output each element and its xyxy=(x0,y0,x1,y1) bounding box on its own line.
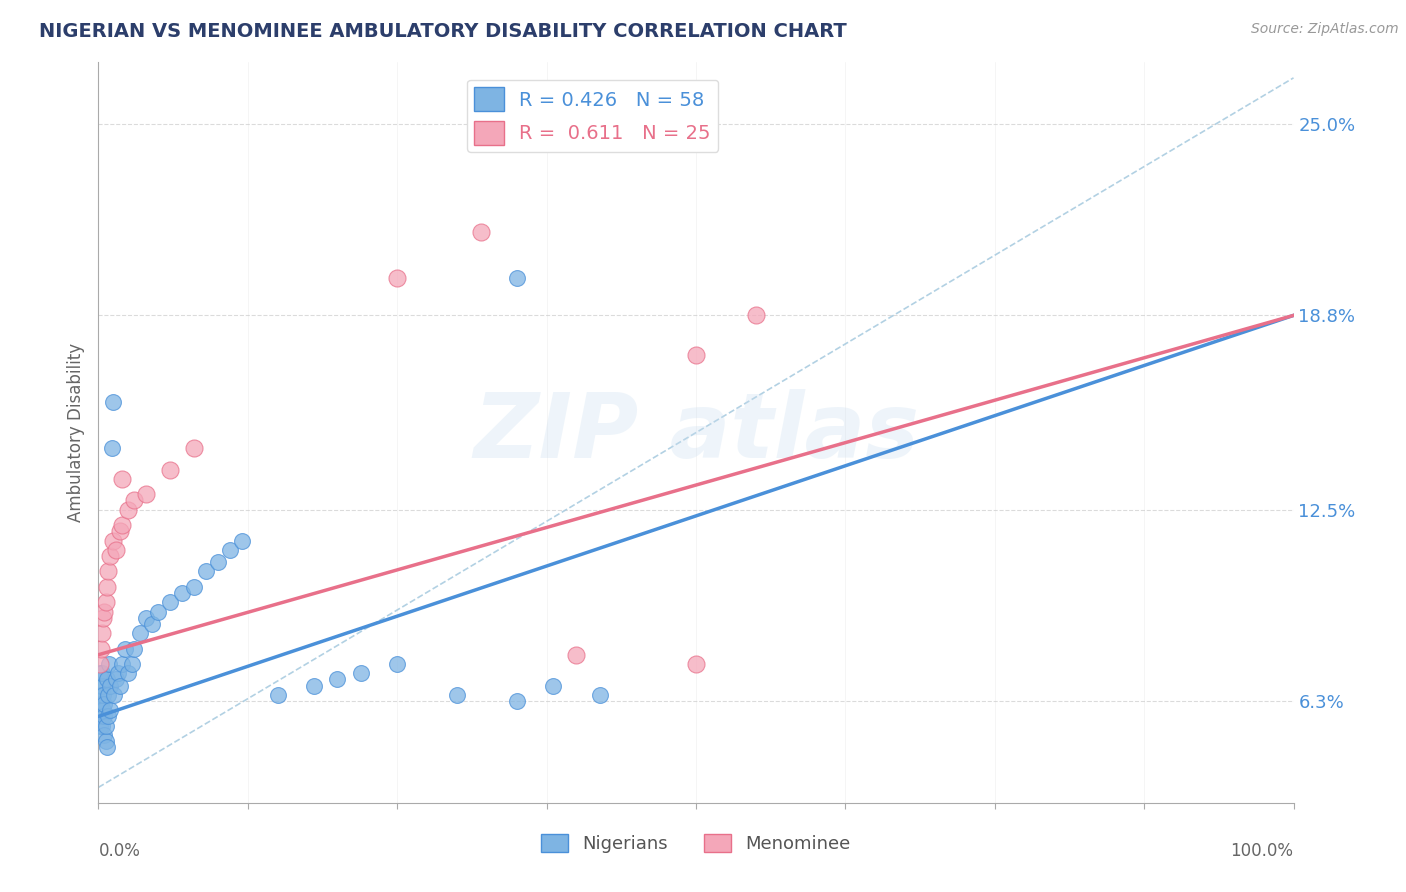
Point xyxy=(589,688,612,702)
Point xyxy=(91,626,114,640)
Point xyxy=(111,657,134,671)
Point xyxy=(91,666,114,681)
Text: Source: ZipAtlas.com: Source: ZipAtlas.com xyxy=(1251,22,1399,37)
Point xyxy=(124,493,146,508)
Point xyxy=(267,688,290,702)
Point xyxy=(111,472,134,486)
Point xyxy=(195,565,218,579)
Point xyxy=(105,673,128,687)
Text: 100.0%: 100.0% xyxy=(1230,842,1294,860)
Point xyxy=(506,271,529,285)
Point xyxy=(326,673,349,687)
Point xyxy=(470,225,492,239)
Point xyxy=(93,697,115,711)
Point xyxy=(148,605,170,619)
Point xyxy=(105,542,128,557)
Point xyxy=(90,697,112,711)
Point xyxy=(89,694,111,708)
Point xyxy=(183,441,205,455)
Point xyxy=(114,641,136,656)
Point xyxy=(96,740,118,755)
Point xyxy=(98,679,122,693)
Point xyxy=(565,648,588,662)
Point xyxy=(129,626,152,640)
Point xyxy=(93,709,115,723)
Point xyxy=(159,462,181,476)
Point xyxy=(91,703,114,717)
Point xyxy=(302,679,325,693)
Point xyxy=(97,565,120,579)
Point xyxy=(91,719,114,733)
Point xyxy=(117,502,139,516)
Point xyxy=(97,709,120,723)
Point xyxy=(141,616,163,631)
Point xyxy=(121,657,143,671)
Point xyxy=(135,611,157,625)
Point xyxy=(90,688,112,702)
Point xyxy=(107,666,129,681)
Point xyxy=(98,657,121,671)
Point xyxy=(89,657,111,671)
Text: ZIP atlas: ZIP atlas xyxy=(472,389,920,476)
Point xyxy=(231,533,253,548)
Point xyxy=(219,542,242,557)
Point xyxy=(108,679,131,693)
Point xyxy=(385,271,409,285)
Point xyxy=(103,688,125,702)
Point xyxy=(93,728,115,742)
Point xyxy=(207,555,229,569)
Point xyxy=(97,688,120,702)
Point xyxy=(91,679,114,693)
Point xyxy=(100,441,122,455)
Point xyxy=(685,349,707,363)
Point xyxy=(89,719,111,733)
Point xyxy=(96,673,118,687)
Point xyxy=(93,605,115,619)
Point xyxy=(350,666,373,681)
Text: 0.0%: 0.0% xyxy=(98,842,141,860)
Point xyxy=(98,549,122,563)
Point xyxy=(94,595,117,609)
Point xyxy=(385,657,409,671)
Point xyxy=(98,703,122,717)
Point xyxy=(506,694,529,708)
Point xyxy=(94,734,117,748)
Point xyxy=(117,666,139,681)
Point xyxy=(90,709,112,723)
Text: NIGERIAN VS MENOMINEE AMBULATORY DISABILITY CORRELATION CHART: NIGERIAN VS MENOMINEE AMBULATORY DISABIL… xyxy=(39,22,846,41)
Point xyxy=(111,518,134,533)
Point xyxy=(89,679,111,693)
Point xyxy=(91,688,114,702)
Point xyxy=(89,666,111,681)
Point xyxy=(101,533,124,548)
Point xyxy=(101,394,124,409)
Legend: Nigerians, Menominee: Nigerians, Menominee xyxy=(534,827,858,861)
Point xyxy=(124,641,146,656)
Point xyxy=(90,641,112,656)
Point xyxy=(541,679,564,693)
Y-axis label: Ambulatory Disability: Ambulatory Disability xyxy=(66,343,84,522)
Point xyxy=(96,580,118,594)
Point xyxy=(89,709,111,723)
Point xyxy=(91,611,114,625)
Point xyxy=(745,309,768,323)
Point xyxy=(183,580,205,594)
Point xyxy=(94,719,117,733)
Point xyxy=(90,703,112,717)
Point xyxy=(685,657,707,671)
Point xyxy=(159,595,181,609)
Point xyxy=(172,586,194,600)
Point xyxy=(135,487,157,501)
Point xyxy=(108,524,131,539)
Point xyxy=(446,688,468,702)
